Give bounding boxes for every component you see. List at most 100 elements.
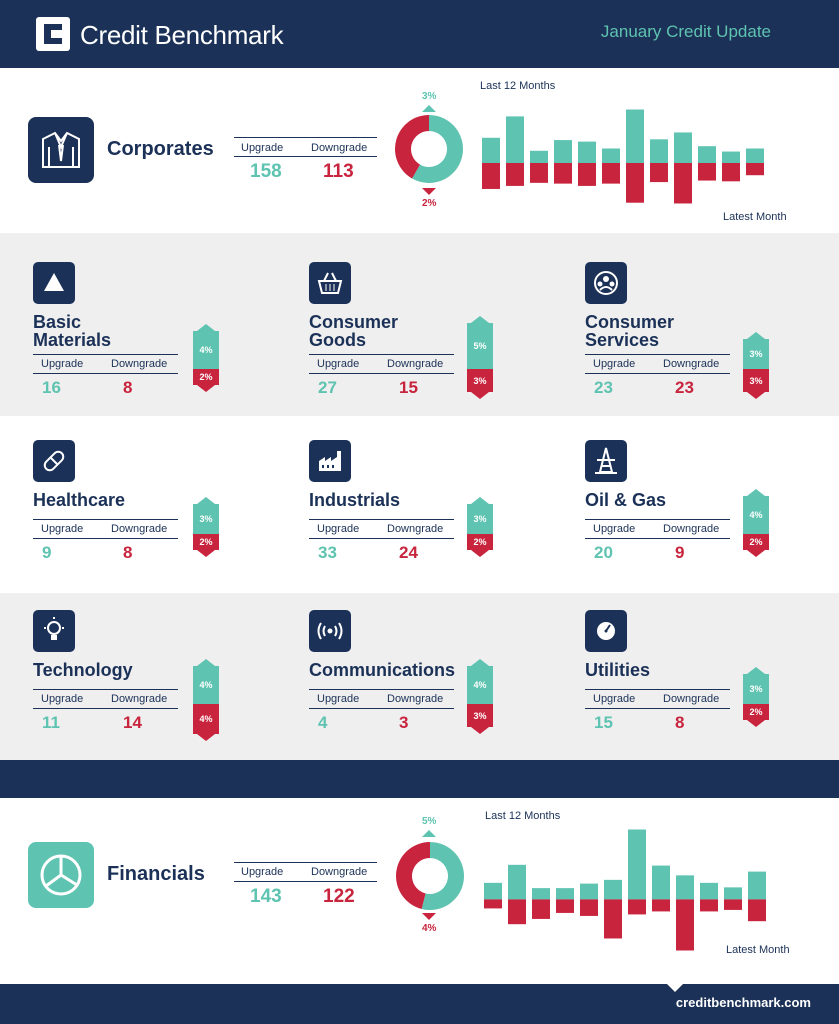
- industry-downgrade-pct: 2%: [743, 534, 769, 550]
- signal-icon: [309, 610, 351, 652]
- upgrade-bar: [604, 879, 622, 900]
- downgrade-bar: [602, 162, 620, 184]
- industry-change-indicator: 5% 3%: [467, 316, 493, 399]
- industry-title-line: Industrials: [309, 490, 401, 510]
- industry-title-line: Consumer: [585, 312, 675, 332]
- industry-change-indicator: 3% 2%: [467, 497, 493, 557]
- industry-change-indicator: 3% 3%: [743, 332, 769, 399]
- upgrade-bar: [532, 888, 550, 900]
- corporates-downgrade-value: 113: [323, 161, 354, 182]
- corporates-upgrade-label: Upgrade: [241, 142, 284, 154]
- industry-upgrade-value: 33: [318, 543, 337, 562]
- industry-title: Utilities: [585, 661, 650, 679]
- pill-icon: [33, 440, 75, 482]
- upgrade-bar: [748, 871, 766, 900]
- downgrade-bar: [484, 899, 502, 909]
- industry-downgrade-label: Downgrade: [663, 693, 720, 705]
- upgrade-bar: [626, 109, 644, 163]
- downgrade-bar: [722, 162, 740, 182]
- up-arrow-icon: [422, 105, 436, 112]
- industry-downgrade-label: Downgrade: [387, 693, 444, 705]
- industry-upgrade-pct: 3%: [743, 339, 769, 369]
- footer-bar: [0, 984, 839, 1024]
- industry-downgrade-pct: 3%: [743, 369, 769, 392]
- update-title: January Credit Update: [600, 22, 771, 41]
- upgrade-bar: [674, 132, 692, 163]
- oil-rig-icon: [585, 440, 627, 482]
- industry-title-line: Consumer: [309, 312, 399, 332]
- industry-upgrade-value: 16: [42, 378, 61, 397]
- industry-row-3-band: [0, 593, 839, 760]
- people-icon: [585, 262, 627, 304]
- financials-upgrade-value: 143: [250, 886, 282, 907]
- industry-downgrade-value: 23: [675, 378, 694, 397]
- industry-title: Healthcare: [33, 491, 125, 509]
- corporates-stat-topline: [234, 137, 377, 138]
- industry-upgrade-pct: 4%: [743, 496, 769, 534]
- industry-downgrade-value: 9: [675, 543, 685, 562]
- down-arrow-icon: [747, 392, 765, 399]
- industry-stat-midline: [33, 373, 178, 374]
- industry-upgrade-label: Upgrade: [41, 523, 84, 535]
- industry-downgrade-pct: 4%: [193, 704, 219, 734]
- up-arrow-icon: [197, 497, 215, 504]
- industry-downgrade-pct: 3%: [467, 369, 493, 392]
- industry-stat-topline: [33, 689, 178, 690]
- industry-title-line: Healthcare: [33, 490, 126, 510]
- corporates-donut-chart: [395, 115, 463, 183]
- downgrade-bar: [724, 899, 742, 910]
- industry-downgrade-value: 8: [675, 713, 685, 732]
- industry-upgrade-value: 4: [318, 713, 328, 732]
- industry-upgrade-pct: 5%: [467, 323, 493, 369]
- downgrade-bar: [626, 162, 644, 203]
- industry-downgrade-label: Downgrade: [387, 523, 444, 535]
- corporates-downgrade-pct: 2%: [422, 198, 437, 209]
- industry-downgrade-value: 15: [399, 378, 418, 397]
- triangle-icon: [33, 262, 75, 304]
- industry-downgrade-value: 8: [123, 543, 133, 562]
- industry-downgrade-pct: 3%: [467, 704, 493, 727]
- industry-title-line: Services: [585, 330, 660, 350]
- industry-stat-midline: [585, 538, 730, 539]
- upgrade-bar: [506, 116, 524, 163]
- upgrade-bar: [746, 148, 764, 163]
- down-arrow-icon: [197, 734, 215, 741]
- industry-upgrade-label: Upgrade: [317, 693, 360, 705]
- lightbulb-icon: [33, 610, 75, 652]
- upgrade-bar: [724, 887, 742, 900]
- down-arrow-icon: [422, 188, 436, 195]
- upgrade-bar: [628, 829, 646, 900]
- upgrade-bar: [650, 139, 668, 163]
- up-arrow-icon: [747, 332, 765, 339]
- upgrade-bar: [484, 882, 502, 900]
- industry-title: Consumer Services: [585, 313, 674, 349]
- corporates-chart-bottom-label: Latest Month: [723, 211, 787, 223]
- downgrade-bar: [604, 899, 622, 939]
- industry-change-indicator: 4% 2%: [193, 324, 219, 392]
- industry-upgrade-label: Upgrade: [41, 358, 84, 370]
- footer-url[interactable]: creditbenchmark.com: [675, 995, 811, 1010]
- industry-title: Consumer Goods: [309, 313, 398, 349]
- industry-stat-topline: [585, 354, 730, 355]
- industry-upgrade-pct: 3%: [193, 504, 219, 534]
- industry-upgrade-pct: 4%: [193, 331, 219, 369]
- financials-bar-chart: [484, 829, 766, 951]
- upgrade-bar: [602, 148, 620, 163]
- industry-downgrade-pct: 2%: [467, 534, 493, 550]
- upgrade-bar: [530, 150, 548, 163]
- credit-benchmark-logo-icon: [36, 17, 70, 51]
- industry-stat-topline: [33, 354, 178, 355]
- industry-title-line: Goods: [309, 330, 366, 350]
- downgrade-bar: [482, 162, 500, 189]
- industry-upgrade-label: Upgrade: [593, 358, 636, 370]
- header-bar: Credit Benchmark January Credit Update: [0, 0, 839, 68]
- industry-stat-midline: [309, 538, 454, 539]
- downgrade-bar: [650, 162, 668, 183]
- upgrade-bar: [482, 137, 500, 163]
- industry-stat-midline: [309, 373, 454, 374]
- industry-stat-topline: [585, 689, 730, 690]
- industry-downgrade-label: Downgrade: [663, 358, 720, 370]
- financials-chart-top-label: Last 12 Months: [485, 810, 561, 822]
- pie-chart-icon: [28, 842, 94, 908]
- industry-change-indicator: 4% 2%: [743, 489, 769, 557]
